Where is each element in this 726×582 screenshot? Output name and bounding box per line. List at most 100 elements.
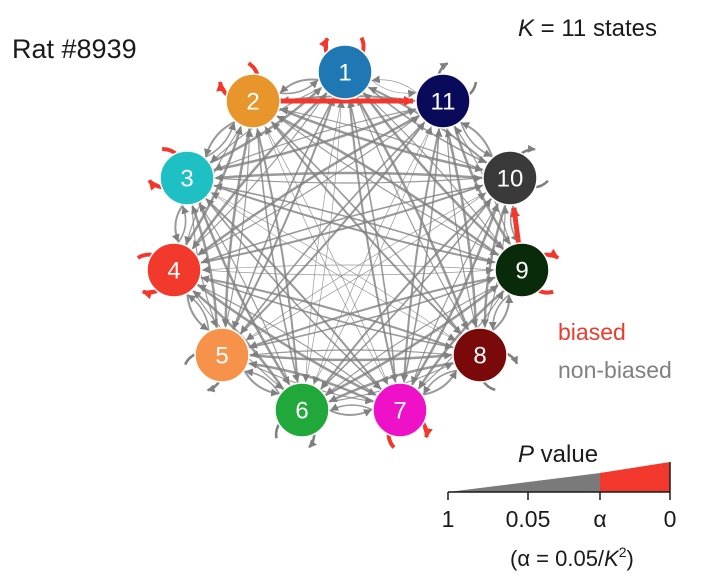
- k-value-text: = 11 states: [534, 15, 657, 42]
- transition-edge: [197, 284, 378, 397]
- legend-biased: biased: [558, 319, 626, 345]
- transition-edge: [328, 361, 455, 403]
- transition-edge: [200, 275, 455, 349]
- state-nodes: 1 2 3 4 5 6 7 8 9 10 11: [146, 44, 550, 438]
- state-node-9: [494, 242, 550, 298]
- state-node-label: 11: [431, 89, 456, 116]
- transition-edge: [215, 171, 484, 182]
- p-tick-label: 1: [442, 506, 455, 532]
- transition-edge: [328, 409, 372, 417]
- rat-title: Rat #8939: [12, 34, 137, 64]
- transition-edge: [224, 128, 254, 329]
- state-count-label: K = 11 states: [518, 15, 657, 42]
- transition-edge: [400, 127, 441, 383]
- state-node-10: [482, 150, 538, 206]
- transition-edge: [187, 294, 210, 332]
- transition-edge: [196, 283, 377, 396]
- transition-edge: [453, 125, 511, 245]
- transition-edge: [231, 97, 335, 331]
- transition-edge: [278, 80, 319, 95]
- transition-edge: [305, 99, 345, 384]
- transition-edge: [186, 293, 209, 331]
- state-node-label: 3: [180, 166, 193, 193]
- state-node-5: [194, 327, 250, 383]
- transition-edge: [446, 127, 478, 328]
- transition-edge: [418, 289, 506, 389]
- transition-edge: [197, 114, 421, 256]
- state-node-1: [317, 44, 373, 100]
- transition-edge: [445, 128, 478, 329]
- transition-edge: [480, 204, 507, 328]
- state-node-label: 7: [393, 398, 406, 425]
- p-scale-nonbiased-wedge: [448, 473, 600, 492]
- transition-edge: [276, 115, 500, 257]
- transition-edge: [279, 78, 320, 94]
- transition-edge: [312, 125, 433, 385]
- p-tick-label: 0.05: [506, 506, 551, 532]
- transition-edge: [265, 126, 389, 386]
- state-node-label: 1: [338, 60, 351, 87]
- transition-edge: [213, 108, 418, 171]
- state-node-6: [274, 382, 330, 438]
- state-node-label: 8: [473, 343, 486, 370]
- transition-edge: [238, 122, 425, 336]
- transition-edge: [213, 174, 482, 184]
- state-node-4: [146, 242, 202, 298]
- footnote-pre: (α = 0.05/: [510, 546, 605, 571]
- p-symbol: P: [518, 441, 534, 468]
- transition-edge: [255, 128, 299, 384]
- state-node-label: 2: [246, 89, 259, 116]
- transition-edge: [325, 283, 500, 396]
- transition-edge: [264, 125, 388, 385]
- transition-edge: [205, 198, 383, 391]
- p-value-scale: P value 1 0.05 α 0 (α = 0.05/K2): [442, 441, 677, 571]
- transition-edge: [197, 201, 291, 385]
- transition-edge: [330, 403, 374, 411]
- transition-edge: [363, 92, 505, 251]
- transition-edge: [244, 192, 487, 342]
- transition-edge: [240, 120, 426, 334]
- footnote-post: ): [627, 546, 634, 571]
- transition-edge: [423, 369, 458, 395]
- transition-edge: [199, 184, 483, 264]
- transition-edge: [202, 264, 496, 274]
- transition-edge: [201, 184, 485, 264]
- alpha-footnote: (α = 0.05/K2): [510, 544, 634, 571]
- transition-edge: [488, 293, 511, 330]
- state-node-label: 5: [215, 343, 228, 370]
- state-node-label: 6: [295, 398, 308, 425]
- legend-non-biased: non-biased: [558, 357, 672, 383]
- state-node-8: [452, 327, 508, 383]
- footnote-k: K: [604, 546, 620, 571]
- transition-edge: [410, 202, 499, 385]
- p-value-title: P value: [518, 441, 598, 468]
- k-symbol: K: [518, 15, 535, 42]
- transition-edge: [221, 127, 251, 328]
- transition-edge: [212, 184, 495, 265]
- transition-edge: [248, 276, 497, 349]
- transition-edge: [356, 97, 470, 332]
- state-node-3: [159, 150, 215, 206]
- p-value-text: value: [534, 441, 598, 468]
- transition-edge: [371, 75, 418, 94]
- transition-edge: [312, 126, 433, 386]
- transition-edge: [196, 115, 420, 257]
- transition-edge: [410, 203, 500, 387]
- transition-edge: [324, 284, 499, 397]
- transition-edge: [209, 191, 457, 341]
- state-node-label: 9: [515, 258, 528, 285]
- transition-edge: [459, 121, 492, 157]
- transition-edge: [199, 203, 291, 387]
- biased-transition-9-to-10: [510, 206, 521, 244]
- p-tick-label: 0: [664, 506, 677, 532]
- transition-edge: [204, 122, 236, 159]
- transition-edge: [320, 197, 493, 390]
- biased-transition-edges: [280, 96, 521, 244]
- transition-edge: [171, 204, 185, 243]
- state-node-11: [415, 73, 471, 129]
- transition-edge: [271, 121, 463, 336]
- transition-edge: [244, 368, 281, 396]
- state-node-7: [372, 382, 428, 438]
